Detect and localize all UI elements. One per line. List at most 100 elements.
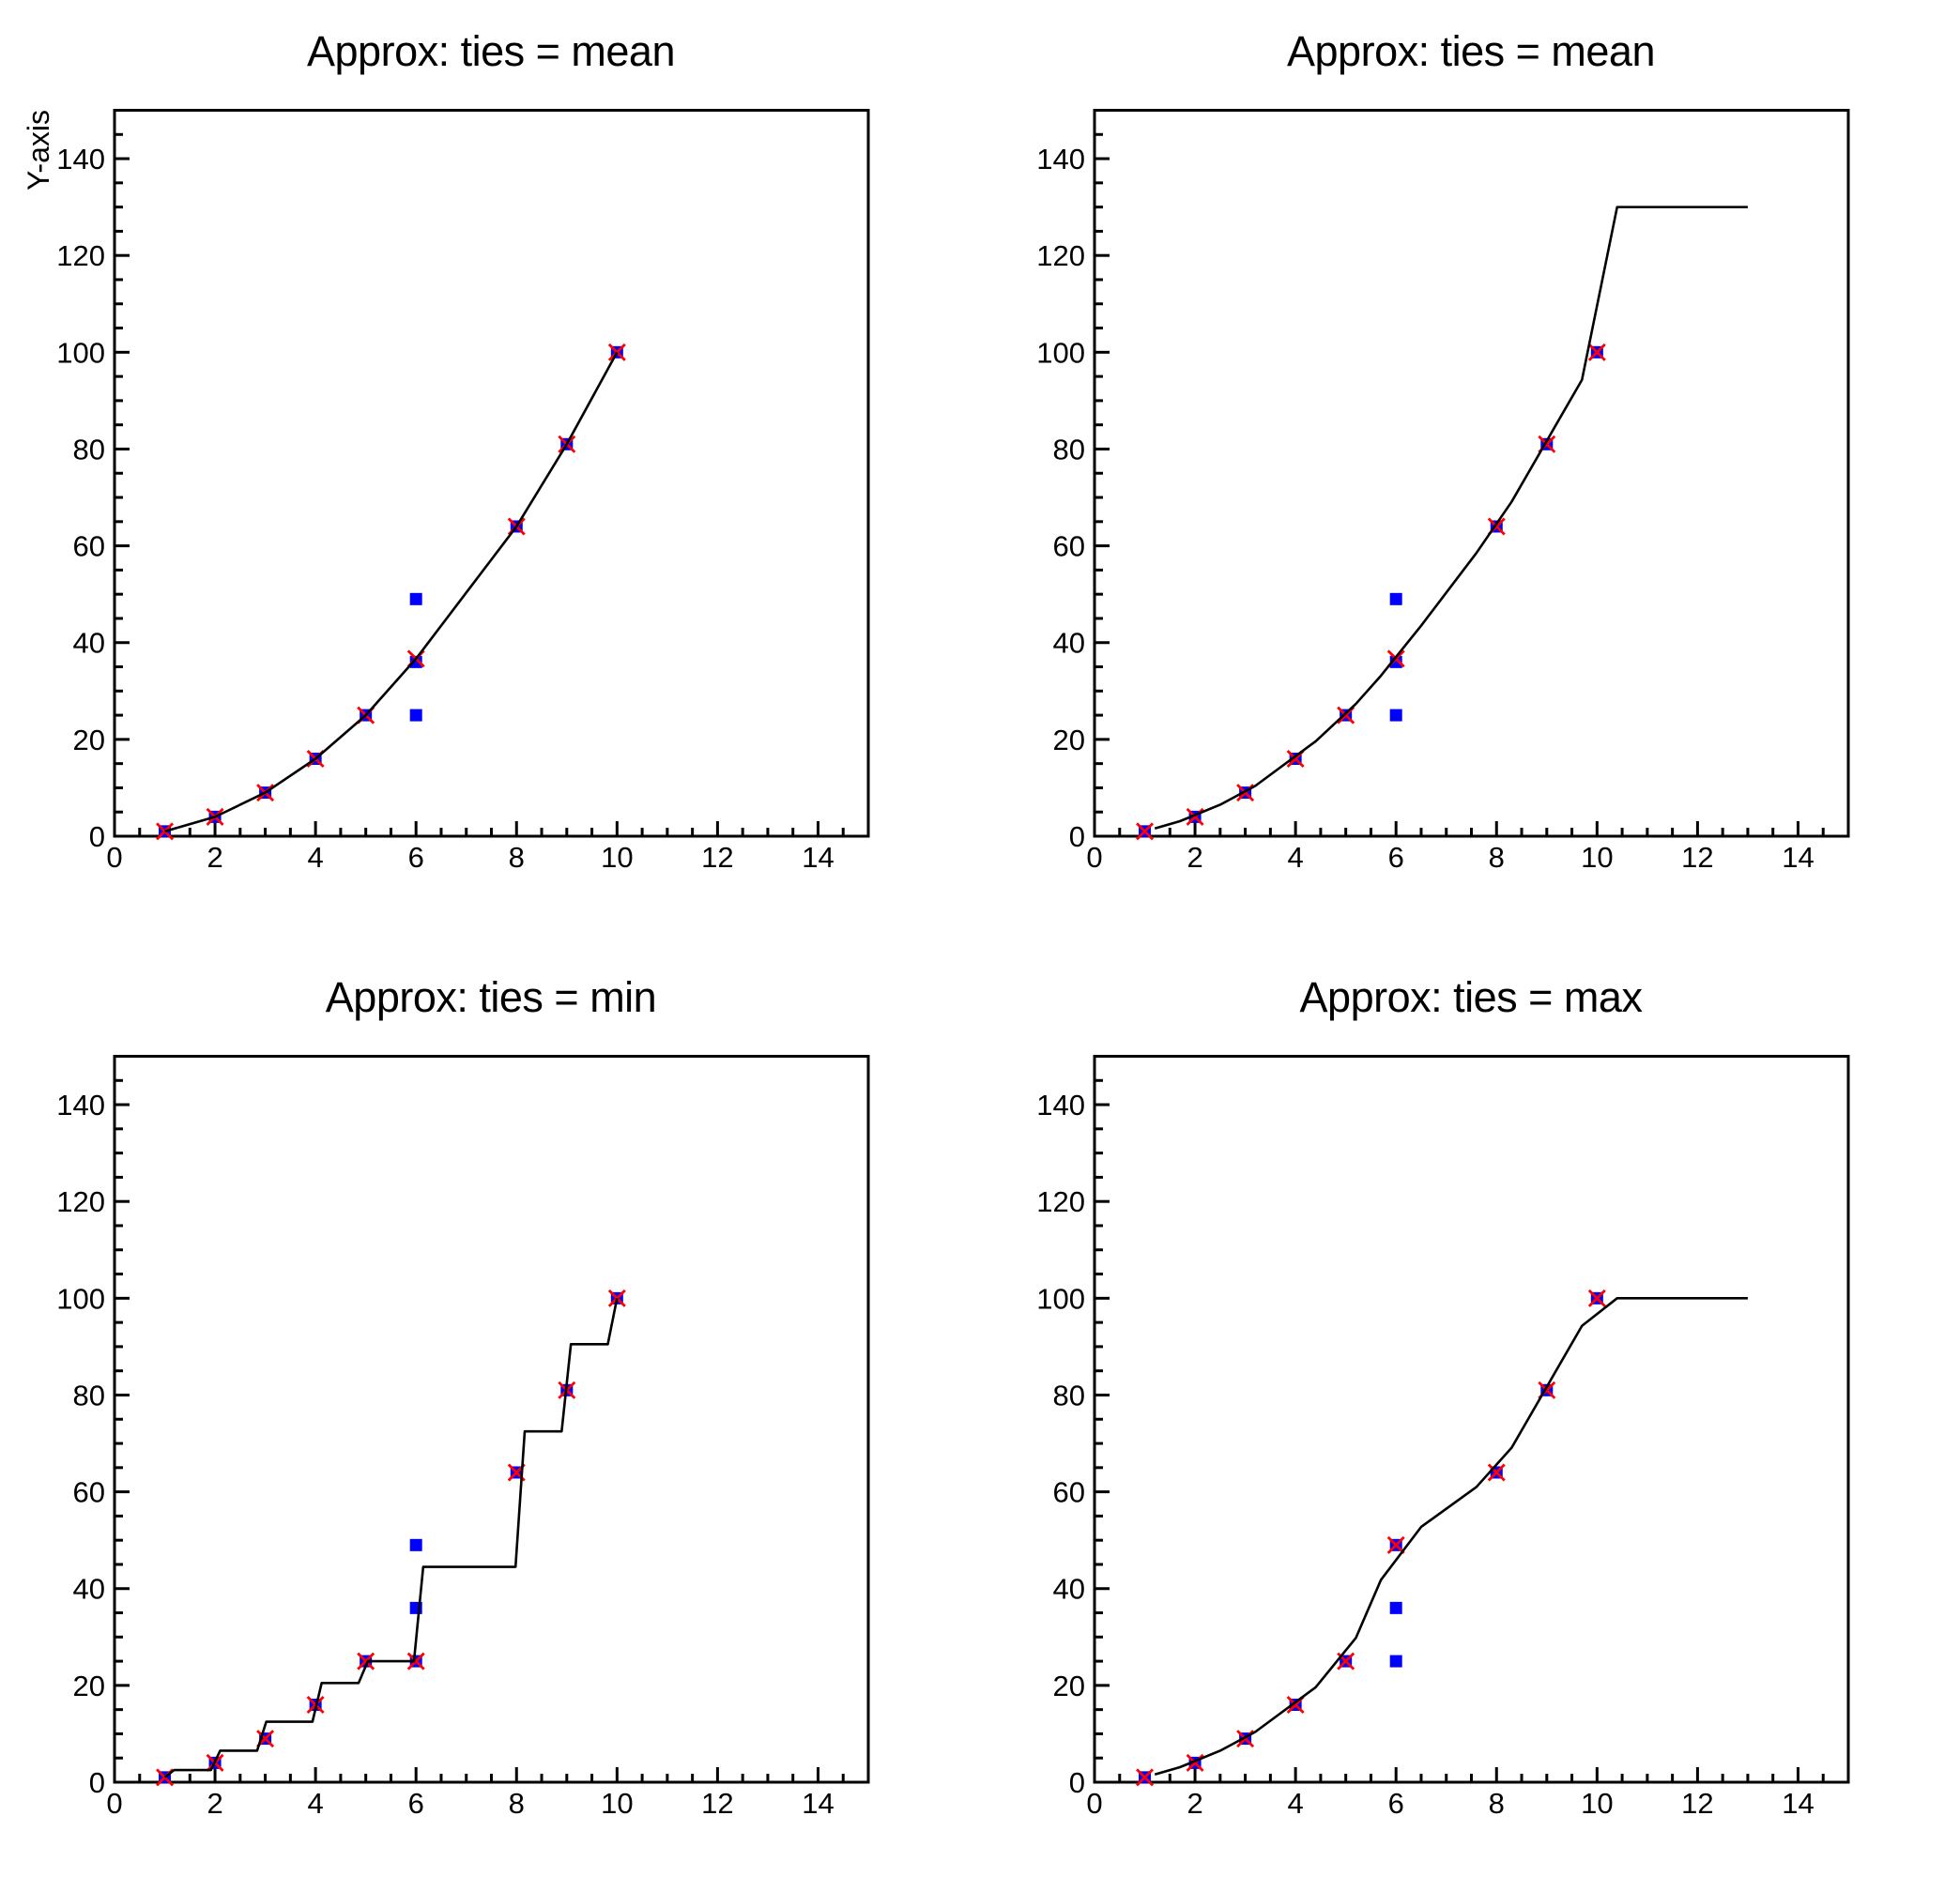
x-tick-label: 6 bbox=[408, 841, 424, 874]
panel-ties-mean-2: 0 2 4 6 8 10 12 14 0 20 40 60 80 100 120 140 Approx: ti… bbox=[980, 0, 1960, 946]
y-tick-label: 140 bbox=[56, 143, 105, 175]
data-point-marker bbox=[1389, 1601, 1402, 1614]
x-tick-label: 12 bbox=[1681, 841, 1713, 874]
data-point-marker bbox=[409, 592, 422, 605]
y-tick-label: 60 bbox=[1053, 1476, 1085, 1509]
y-tick-label: 20 bbox=[1053, 1670, 1085, 1702]
x-tick-label: 6 bbox=[1388, 1787, 1404, 1820]
x-tick-label: 2 bbox=[1187, 841, 1202, 874]
interpolation-curve bbox=[1154, 206, 1748, 830]
x-tick-label: 12 bbox=[701, 1787, 733, 1820]
y-tick-label: 20 bbox=[1053, 724, 1085, 756]
y-tick-label: 80 bbox=[1053, 1379, 1085, 1411]
data-point-marker bbox=[1389, 592, 1402, 605]
y-tick-label: 120 bbox=[1036, 239, 1085, 272]
panel-ties-mean-1: 0 2 4 6 8 10 12 14 0 20 40 60 80 100 120 140 Approx: ti… bbox=[0, 0, 980, 946]
approx-point-marker bbox=[1136, 822, 1155, 841]
y-tick-label: 140 bbox=[1036, 143, 1085, 175]
x-tick-label: 12 bbox=[701, 841, 733, 874]
y-tick-label: 120 bbox=[56, 239, 105, 272]
page-title: Approx: ties = mean bbox=[307, 27, 675, 75]
x-tick-label: 2 bbox=[207, 841, 222, 874]
y-tick-label: 40 bbox=[1053, 627, 1085, 660]
y-tick-label: 140 bbox=[1036, 1089, 1085, 1121]
x-tick-label: 14 bbox=[1782, 1787, 1814, 1820]
x-tick-label: 0 bbox=[106, 1787, 122, 1820]
x-tick-label: 0 bbox=[1086, 841, 1102, 874]
interpolation-curve bbox=[163, 1298, 619, 1778]
y-tick-label: 120 bbox=[1036, 1185, 1085, 1218]
y-tick-label: 40 bbox=[73, 627, 105, 660]
y-tick-label: 60 bbox=[73, 1476, 105, 1509]
y-tick-label: 100 bbox=[1036, 336, 1085, 369]
x-tick-label: 2 bbox=[1187, 1787, 1202, 1820]
x-tick-label: 6 bbox=[408, 1787, 424, 1820]
x-tick-label: 10 bbox=[1581, 841, 1613, 874]
x-tick-label: 8 bbox=[509, 1787, 525, 1820]
panel-ties-max: 0 2 4 6 8 10 12 14 0 20 40 60 80 100 120 140 Approx: ti… bbox=[980, 946, 1960, 1892]
y-tick-label: 20 bbox=[73, 1670, 105, 1702]
approx-point-marker bbox=[406, 1652, 425, 1671]
x-tick-label: 2 bbox=[207, 1787, 222, 1820]
x-tick-label: 10 bbox=[1581, 1787, 1613, 1820]
x-tick-label: 6 bbox=[1388, 841, 1404, 874]
plot-frame bbox=[113, 109, 870, 838]
plot-frame bbox=[1093, 1055, 1850, 1784]
panel-ties-min: 0 2 4 6 8 10 12 14 0 20 40 60 80 100 120 140 Approx: ti… bbox=[0, 946, 980, 1892]
y-tick-label: 60 bbox=[73, 530, 105, 563]
y-tick-label: 40 bbox=[73, 1573, 105, 1606]
data-point-marker bbox=[409, 655, 422, 668]
x-tick-label: 8 bbox=[1489, 841, 1505, 874]
y-tick-label: 40 bbox=[1053, 1573, 1085, 1606]
y-axis-title: Y-axis bbox=[22, 110, 55, 191]
y-tick-label: 100 bbox=[56, 1282, 105, 1315]
y-tick-label: 100 bbox=[1036, 1282, 1085, 1315]
y-tick-label: 80 bbox=[73, 433, 105, 465]
y-tick-label: 0 bbox=[89, 1766, 105, 1799]
interpolation-curve bbox=[164, 351, 619, 833]
x-tick-label: 4 bbox=[308, 1787, 324, 1820]
x-tick-label: 10 bbox=[601, 1787, 633, 1820]
data-point-marker bbox=[409, 709, 422, 722]
x-tick-label: 14 bbox=[802, 841, 834, 874]
approx-point-marker bbox=[1587, 1289, 1606, 1307]
y-tick-label: 0 bbox=[1069, 1766, 1085, 1799]
x-tick-label: 14 bbox=[1782, 841, 1814, 874]
x-tick-label: 0 bbox=[1086, 1787, 1102, 1820]
approx-point-marker bbox=[1186, 807, 1204, 826]
approx-point-marker bbox=[156, 822, 175, 841]
y-tick-label: 60 bbox=[1053, 530, 1085, 563]
y-tick-label: 0 bbox=[89, 820, 105, 853]
y-tick-label: 80 bbox=[1053, 433, 1085, 465]
y-tick-label: 20 bbox=[73, 724, 105, 756]
y-tick-label: 80 bbox=[73, 1379, 105, 1411]
plot-frame bbox=[113, 1055, 870, 1784]
x-tick-label: 10 bbox=[601, 841, 633, 874]
x-tick-label: 8 bbox=[509, 841, 525, 874]
data-point-marker bbox=[1389, 1655, 1402, 1668]
y-tick-label: 140 bbox=[56, 1089, 105, 1121]
y-tick-label: 0 bbox=[1069, 820, 1085, 853]
approx-point-marker bbox=[1186, 1753, 1204, 1772]
x-tick-label: 4 bbox=[308, 841, 324, 874]
approx-point-marker bbox=[1136, 1768, 1155, 1787]
x-tick-label: 4 bbox=[1288, 841, 1304, 874]
y-tick-label: 100 bbox=[56, 336, 105, 369]
panel-title: Approx: ties = max bbox=[1300, 973, 1644, 1021]
x-tick-label: 14 bbox=[802, 1787, 834, 1820]
approx-point-marker bbox=[1487, 1463, 1506, 1482]
x-tick-label: 8 bbox=[1489, 1787, 1505, 1820]
x-tick-label: 4 bbox=[1288, 1787, 1304, 1820]
approx-point-marker bbox=[1587, 343, 1606, 361]
x-tick-label: 0 bbox=[106, 841, 122, 874]
data-point-marker bbox=[409, 1538, 422, 1551]
